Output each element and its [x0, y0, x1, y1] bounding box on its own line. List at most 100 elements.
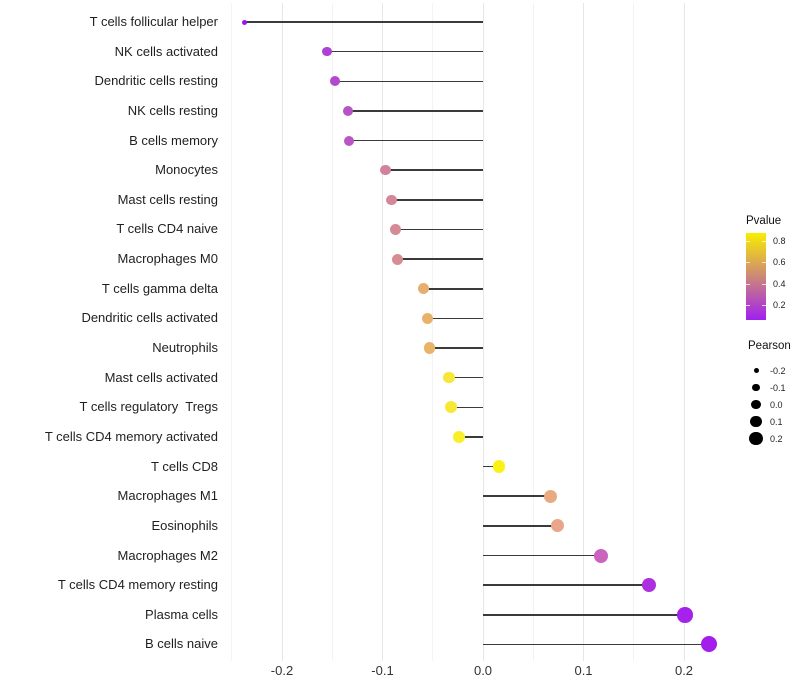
x-tick-label: -0.1: [371, 663, 394, 678]
grid-line: [281, 3, 283, 661]
pearson-legend-item: 0.1: [748, 413, 800, 430]
pvalue-tick-label: 0.8: [773, 236, 786, 246]
lollipop-dot: [380, 164, 391, 176]
lollipop-dot: [550, 519, 564, 533]
lollipop-dot: [418, 283, 430, 295]
category-label: T cells CD4 memory resting: [57, 577, 218, 593]
lollipop-stem: [429, 347, 483, 349]
lollipop-dot: [701, 636, 718, 653]
lollipop-stem: [483, 643, 710, 646]
grid-line: [633, 3, 635, 661]
pvalue-tick-mark: [762, 283, 766, 285]
lollipop-dot: [421, 312, 434, 325]
lollipop-dot: [322, 46, 332, 57]
lollipop-stem: [391, 199, 483, 201]
grid-line: [382, 3, 383, 661]
pvalue-tick-label: 0.6: [773, 257, 786, 268]
category-label: Neutrophils: [152, 340, 218, 356]
lollipop-stem: [244, 21, 483, 23]
grid-line: [231, 3, 233, 661]
pvalue-tick-mark: [746, 241, 750, 242]
lollipop-stem: [483, 495, 551, 497]
pvalue-legend: Pvalue 0.8 0.6 0.4 0.2: [746, 215, 786, 320]
lollipop-dot: [392, 253, 404, 265]
category-label: Dendritic cells activated: [81, 310, 218, 326]
pearson-size-label: 0.1: [770, 416, 783, 427]
category-label: T cells gamma delta: [101, 280, 218, 296]
pearson-size-label: 0.2: [770, 433, 783, 444]
category-label: T cells regulatory Tregs: [79, 399, 218, 415]
pearson-legend-item: -0.2: [748, 362, 800, 379]
lollipop-dot: [423, 342, 436, 354]
lollipop-stem: [395, 228, 483, 231]
pearson-legend: Pearson -0.2 -0.1 0.0 0.1 0.2: [748, 340, 791, 447]
category-label: T cells CD8: [151, 458, 218, 474]
pearson-size-label: 0.0: [770, 399, 783, 410]
grid-line: [331, 3, 333, 661]
category-label: Plasma cells: [145, 606, 218, 622]
pvalue-tick-mark: [746, 283, 750, 285]
pearson-legend-title: Pearson: [748, 340, 791, 352]
x-tick-label: 0.1: [574, 663, 593, 678]
category-label: Macrophages M1: [117, 488, 218, 504]
lollipop-dot: [390, 223, 402, 235]
grid-line: [432, 3, 434, 661]
pvalue-tick-mark: [762, 305, 766, 307]
pearson-size-dot-icon: [749, 431, 763, 446]
category-label: Macrophages M2: [117, 547, 218, 563]
grid-line: [482, 3, 484, 661]
lollipop-stem: [385, 169, 483, 171]
category-label: B cells memory: [129, 132, 218, 148]
lollipop-stem: [483, 584, 649, 586]
pvalue-tick-mark: [762, 262, 766, 264]
lollipop-stem: [335, 80, 483, 83]
pearson-size-label: -0.2: [770, 365, 786, 376]
lollipop-dot: [593, 548, 608, 563]
pearson-size-dot-icon: [751, 399, 761, 410]
lollipop-stem: [483, 614, 685, 616]
lollipop-dot: [343, 105, 354, 116]
pearson-size-dot-icon: [750, 415, 762, 428]
pvalue-gradient-bar: 0.8 0.6 0.4 0.2: [746, 233, 786, 320]
lollipop-dot: [386, 194, 397, 206]
lollipop-stem: [327, 50, 483, 53]
lollipop-dot: [452, 430, 465, 443]
lollipop-stem: [458, 436, 483, 438]
category-label: NK cells resting: [127, 102, 218, 118]
lollipop-stem: [483, 554, 601, 557]
lollipop-dot: [330, 76, 341, 87]
lollipop-stem: [450, 406, 483, 409]
lollipop-stem: [448, 376, 483, 379]
category-label: T cells CD4 memory activated: [44, 428, 218, 444]
grid-line: [532, 3, 534, 661]
lollipop-dot: [492, 460, 506, 473]
lollipop-dot: [641, 577, 657, 593]
lollipop-stem: [423, 288, 483, 290]
lollipop-stem: [348, 110, 483, 112]
pvalue-tick-label: 0.2: [773, 300, 786, 311]
x-tick-label: -0.2: [270, 663, 294, 678]
category-label: Mast cells activated: [104, 369, 218, 385]
x-tick-label: 0.0: [473, 663, 493, 678]
pvalue-gradient: [746, 233, 766, 320]
pearson-size-dot-icon: [753, 368, 759, 373]
lollipop-dot: [443, 371, 455, 384]
pearson-size-label: -0.1: [770, 382, 786, 393]
category-label: Monocytes: [155, 162, 218, 178]
category-label: Mast cells resting: [117, 191, 218, 207]
pearson-legend-item: 0.0: [748, 396, 800, 413]
pearson-size-dot-icon: [752, 383, 760, 392]
lollipop-stem: [397, 258, 483, 260]
category-label: T cells CD4 naive: [116, 221, 218, 237]
category-label: Dendritic cells resting: [94, 73, 218, 89]
lollipop-dot: [242, 19, 248, 25]
lollipop-stem: [349, 139, 483, 142]
x-tick-label: 0.2: [674, 663, 694, 678]
lollipop-dot: [344, 135, 355, 146]
lollipop-dot: [677, 607, 693, 623]
lollipop-stem: [483, 525, 558, 527]
category-label: B cells naive: [145, 636, 218, 652]
pvalue-tick-label: 0.4: [773, 278, 786, 289]
pvalue-legend-title: Pvalue: [746, 215, 782, 227]
